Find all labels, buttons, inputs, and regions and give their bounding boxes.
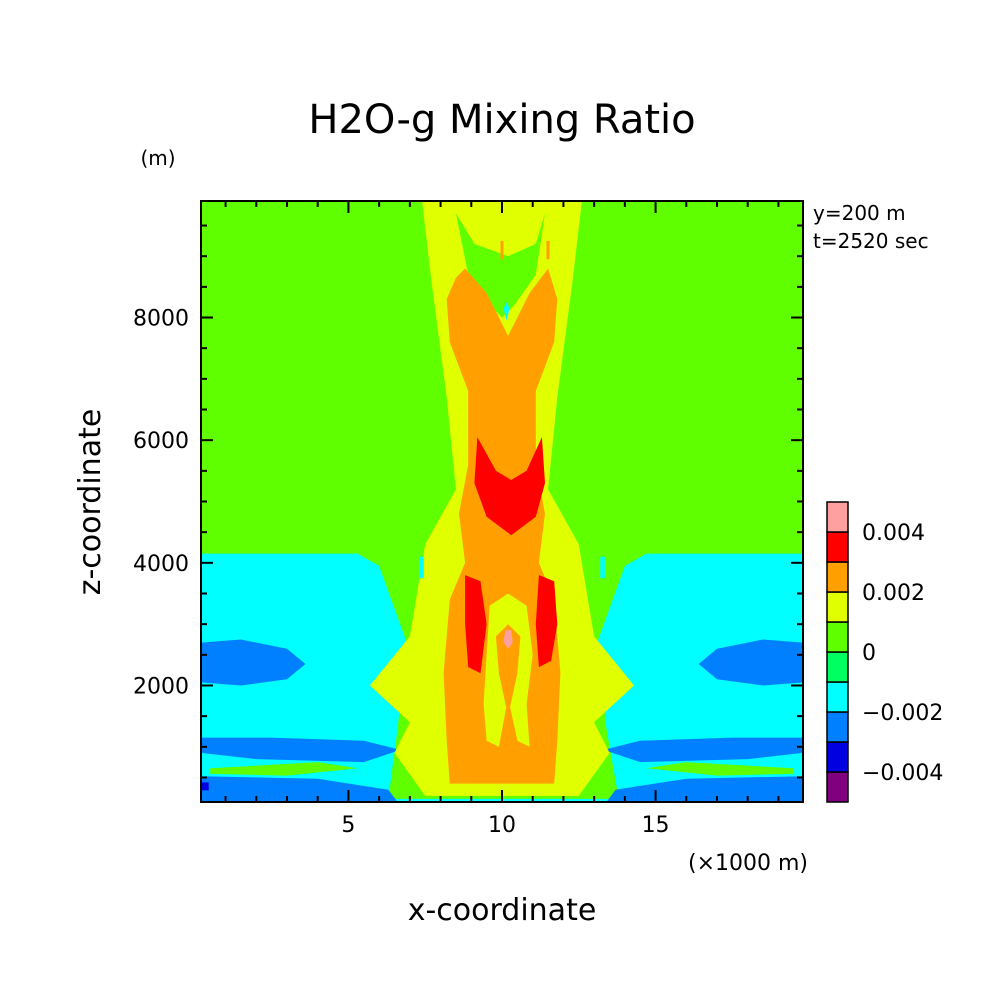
contour-region-5 bbox=[603, 737, 803, 763]
colorbar-label: −0.004 bbox=[862, 761, 943, 786]
contour-region-20 bbox=[546, 240, 550, 260]
contour-regions bbox=[201, 201, 803, 802]
colorbar-swatch bbox=[826, 561, 849, 593]
x-tick-label: 15 bbox=[642, 813, 670, 838]
annotation-t: t=2520 sec bbox=[813, 229, 929, 253]
x-axis-label: x-coordinate bbox=[408, 893, 597, 928]
contour-region-2 bbox=[201, 639, 306, 686]
contour-region-1 bbox=[201, 553, 803, 802]
colorbar-swatch bbox=[826, 501, 849, 533]
contour-region-21 bbox=[503, 302, 510, 321]
contour-region-11 bbox=[455, 213, 545, 318]
colorbar-label: −0.002 bbox=[862, 701, 943, 726]
colorbar-swatch bbox=[826, 741, 849, 773]
contour-region-18 bbox=[503, 630, 513, 649]
contour-region-4 bbox=[201, 737, 401, 763]
x-tick-label: 10 bbox=[488, 813, 516, 838]
x-tick-label: 5 bbox=[341, 813, 355, 838]
contour-region-15 bbox=[535, 575, 558, 668]
colorbar-label: 0.002 bbox=[862, 581, 925, 606]
contour-region-23 bbox=[600, 556, 605, 579]
colorbar-swatch bbox=[826, 621, 849, 653]
y-axis-label: z-coordinate bbox=[73, 409, 108, 596]
colorbar-swatch bbox=[826, 711, 849, 743]
contour-region-13 bbox=[474, 437, 545, 536]
colorbar-label: 0.004 bbox=[862, 521, 925, 546]
y-tick-label: 4000 bbox=[133, 552, 189, 577]
y-tick-label: 8000 bbox=[133, 307, 189, 332]
colorbar: −0.004 −0.002 0 0.002 0.004 bbox=[826, 501, 943, 803]
contour-region-8 bbox=[210, 762, 358, 776]
y-unit-label: (m) bbox=[140, 146, 175, 170]
contour-region-22 bbox=[419, 556, 424, 579]
contour-region-3 bbox=[698, 639, 803, 686]
contour-region-19 bbox=[500, 240, 504, 260]
chart-title: H2O-g Mixing Ratio bbox=[308, 97, 695, 143]
x-unit-label: (×1000 m) bbox=[688, 851, 808, 876]
contour-region-9 bbox=[646, 762, 794, 776]
axes: 5 10 15 2000 4000 6000 8000 bbox=[133, 201, 803, 838]
colorbar-swatch bbox=[826, 651, 849, 683]
colorbar-swatch bbox=[826, 531, 849, 563]
contour-region-14 bbox=[465, 575, 487, 674]
contour-region-24 bbox=[201, 782, 209, 791]
colorbar-swatch bbox=[826, 771, 849, 803]
colorbar-swatch bbox=[826, 681, 849, 713]
y-tick-label: 2000 bbox=[133, 674, 189, 699]
colorbar-swatch bbox=[826, 591, 849, 623]
annotation-y: y=200 m bbox=[813, 201, 906, 225]
y-tick-label: 6000 bbox=[133, 429, 189, 454]
contour-region-17 bbox=[495, 624, 521, 717]
colorbar-label: 0 bbox=[862, 641, 876, 666]
